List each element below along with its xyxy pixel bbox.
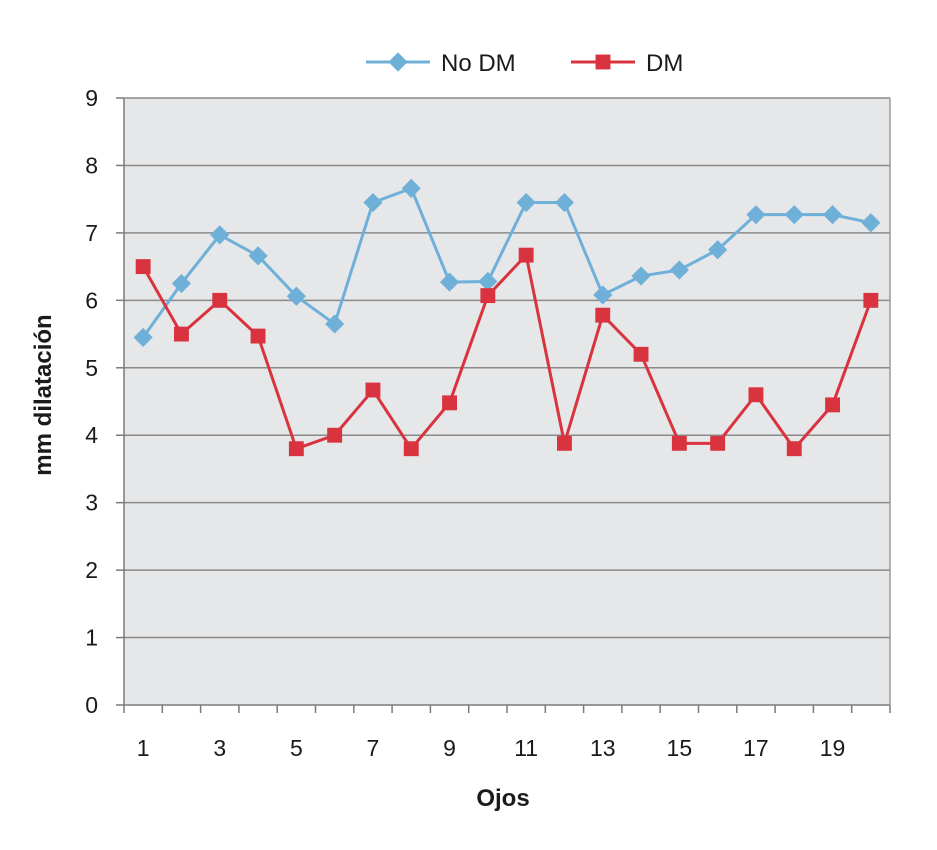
x-tick-label-13: 13 [590, 735, 616, 761]
x-tick-label-9: 9 [443, 735, 456, 761]
data-point-no-dm-15 [669, 260, 689, 280]
y-tick-label-5: 5 [85, 355, 98, 381]
legend-marker-dm [595, 54, 611, 70]
data-point-dm-8 [403, 441, 419, 457]
y-tick-label-1: 1 [85, 625, 98, 651]
data-point-no-dm-17 [746, 205, 766, 225]
data-point-dm-10 [480, 288, 496, 304]
axes [116, 97, 891, 713]
legend-label-no-dm: No DM [441, 50, 516, 77]
data-point-dm-9 [442, 395, 457, 411]
legend-label-dm: DM [646, 50, 683, 77]
data-point-dm-6 [327, 427, 343, 443]
x-axis-title: Ojos [476, 785, 529, 812]
data-point-dm-19 [825, 397, 840, 413]
x-tick-label-7: 7 [367, 735, 380, 761]
series-dm [135, 247, 879, 457]
legend: No DM DM [366, 50, 683, 77]
x-tick-label-5: 5 [290, 735, 303, 761]
data-point-no-dm-1 [133, 327, 153, 348]
data-point-no-dm-3 [210, 225, 230, 245]
data-point-dm-15 [671, 435, 687, 451]
data-point-no-dm-20 [861, 213, 881, 233]
y-tick-label-0: 0 [85, 692, 98, 718]
data-point-no-dm-16 [708, 240, 728, 260]
data-point-dm-1 [135, 259, 151, 275]
plot-area [124, 98, 890, 705]
data-point-dm-12 [557, 435, 572, 451]
data-point-dm-3 [212, 292, 228, 308]
data-point-no-dm-5 [286, 286, 306, 306]
legend-marker-no-dm [388, 52, 408, 72]
y-axis-title: mm dilatación [30, 314, 57, 475]
data-point-dm-11 [518, 247, 534, 263]
series-layer [133, 178, 881, 457]
y-tick-label-8: 8 [85, 152, 98, 178]
legend-entry-dm: DM [571, 50, 683, 77]
x-tick-label-15: 15 [667, 735, 693, 761]
x-tick-label-19: 19 [820, 735, 846, 761]
data-point-no-dm-7 [363, 192, 383, 213]
data-point-no-dm-18 [784, 205, 804, 225]
data-point-no-dm-11 [516, 192, 536, 213]
data-point-dm-14 [633, 346, 649, 362]
data-point-no-dm-19 [822, 205, 843, 225]
y-tick-label-4: 4 [85, 422, 98, 448]
data-point-dm-7 [365, 382, 381, 398]
data-point-no-dm-13 [593, 285, 613, 305]
data-point-no-dm-4 [248, 246, 268, 266]
data-point-dm-5 [288, 441, 304, 457]
x-tick-label-1: 1 [137, 735, 150, 761]
data-point-dm-13 [595, 307, 611, 323]
y-tick-label-2: 2 [85, 557, 98, 583]
data-point-dm-17 [748, 387, 764, 403]
data-point-dm-2 [174, 326, 189, 342]
y-tick-label-3: 3 [85, 490, 98, 516]
data-point-no-dm-9 [439, 272, 460, 292]
data-point-dm-20 [863, 292, 879, 308]
legend-entry-no-dm: No DM [366, 50, 516, 77]
data-point-dm-18 [786, 441, 802, 457]
data-point-dm-4 [250, 328, 266, 344]
series-line-no-dm [141, 186, 872, 339]
data-point-no-dm-8 [401, 178, 421, 198]
data-point-no-dm-6 [325, 314, 345, 334]
y-tick-label-7: 7 [85, 220, 98, 246]
data-point-no-dm-2 [171, 273, 192, 294]
x-tick-label-17: 17 [743, 735, 769, 761]
y-tick-label-6: 6 [85, 287, 98, 313]
y-tick-label-9: 9 [85, 85, 98, 111]
data-point-no-dm-12 [554, 192, 575, 213]
series-no-dm [133, 178, 881, 348]
series-line-dm [141, 253, 873, 451]
x-tick-label-11: 11 [514, 735, 538, 761]
data-point-no-dm-10 [478, 271, 498, 292]
data-point-dm-16 [710, 435, 726, 451]
x-tick-label-3: 3 [213, 735, 226, 761]
data-point-no-dm-14 [631, 266, 651, 286]
